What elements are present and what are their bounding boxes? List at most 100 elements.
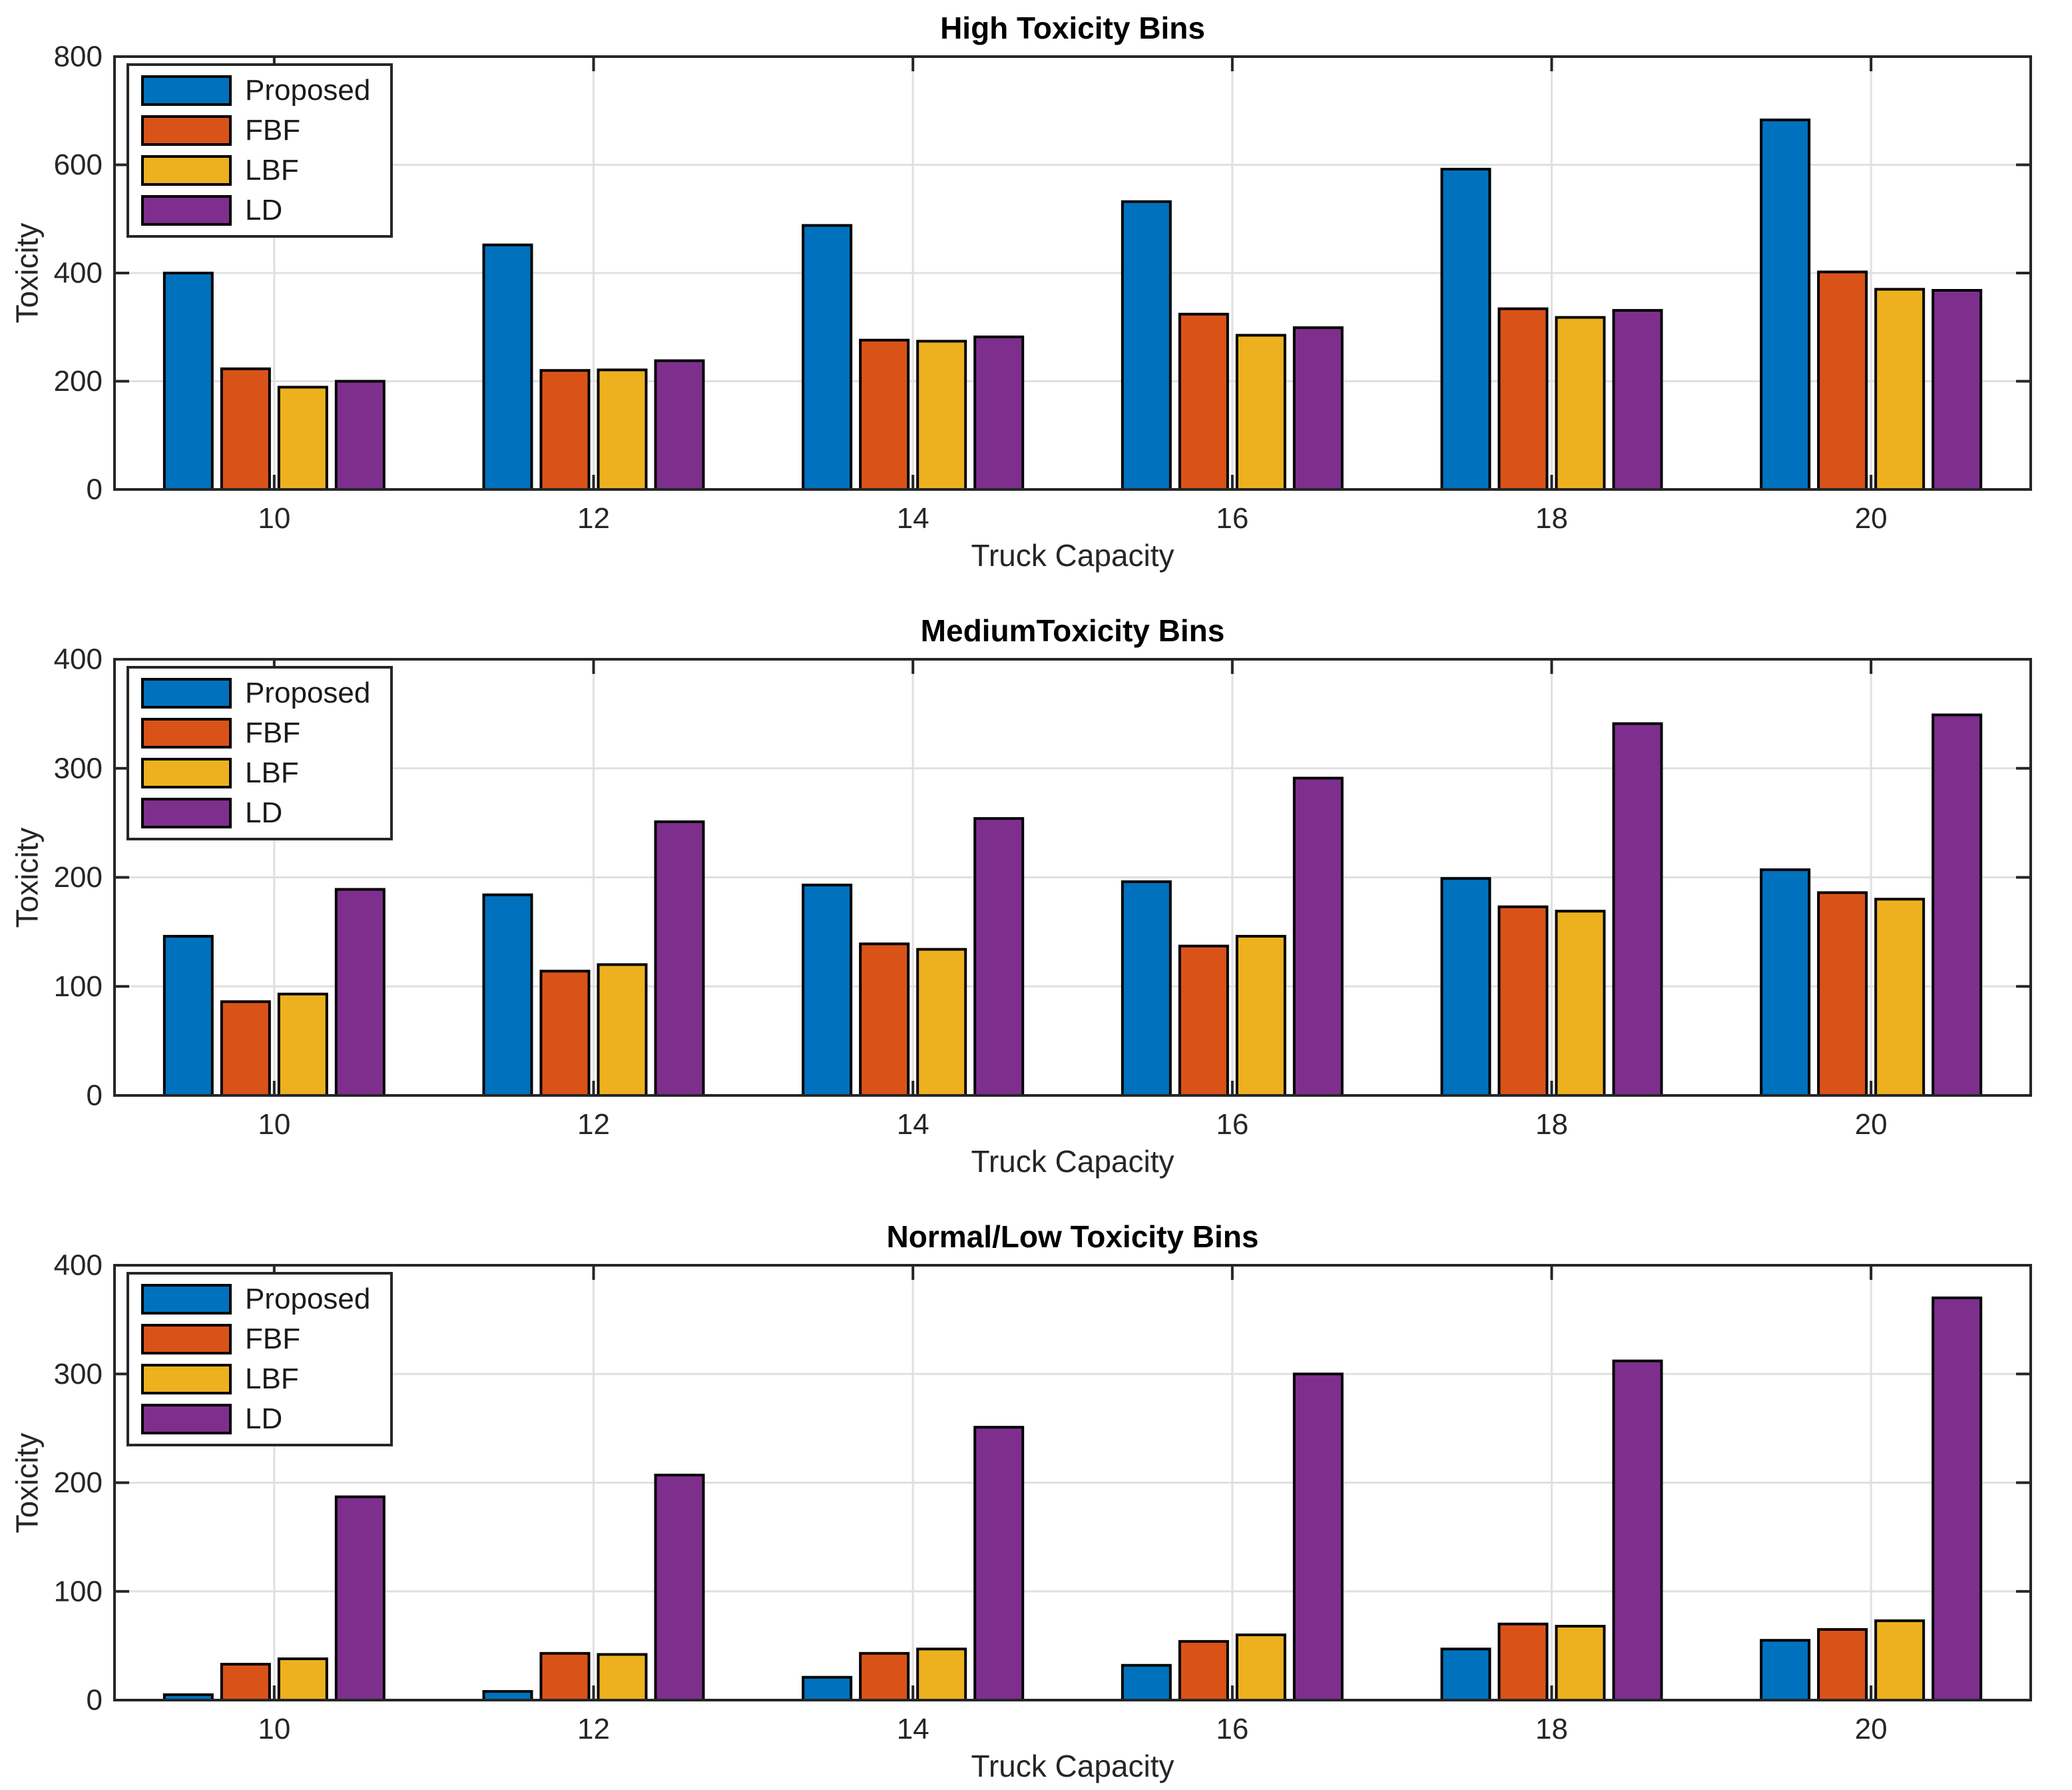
bar-fbf-18 <box>1497 905 1549 1097</box>
x-tick-label: 16 <box>1216 1713 1248 1745</box>
bar-fbf-12 <box>539 369 591 491</box>
legend-swatch-lbf <box>141 155 232 186</box>
x-tick-label: 14 <box>897 502 929 535</box>
bar-lbf-12 <box>597 368 648 491</box>
legend-item-lbf: LBF <box>141 758 370 788</box>
y-tick-label: 800 <box>54 41 103 73</box>
bar-lbf-16 <box>1235 934 1286 1097</box>
legend-label: LD <box>245 796 283 829</box>
bar-fbf-16 <box>1178 1640 1229 1701</box>
bar-lbf-12 <box>597 1653 648 1701</box>
legend-item-fbf: FBF <box>141 1324 370 1354</box>
bar-proposed-14 <box>802 1675 853 1702</box>
bar-ld-20 <box>1932 713 1983 1097</box>
bar-fbf-18 <box>1497 1622 1549 1701</box>
bar-ld-18 <box>1612 309 1663 491</box>
y-tick-label: 400 <box>54 643 103 676</box>
x-axis-label: Truck Capacity <box>971 1749 1174 1783</box>
bar-ld-12 <box>654 359 705 491</box>
subplot-medium-toxicity: MediumToxicity Bins Toxicity 0 100 200 300 4… <box>0 597 2072 1193</box>
legend-swatch-lbf <box>141 1364 232 1394</box>
x-tick-label: 12 <box>577 1108 610 1141</box>
chart-title: High Toxicity Bins <box>940 11 1205 45</box>
legend-item-lbf: LBF <box>141 1364 370 1394</box>
bar-proposed-10 <box>162 272 214 491</box>
y-tick-label: 600 <box>54 149 103 181</box>
bar-ld-16 <box>1292 776 1344 1097</box>
legend-item-proposed: Proposed <box>141 678 370 709</box>
x-tick-label: 18 <box>1535 502 1568 535</box>
bar-proposed-10 <box>162 934 214 1097</box>
bar-ld-10 <box>334 1495 386 1701</box>
bar-proposed-18 <box>1440 168 1491 491</box>
legend-item-fbf: FBF <box>141 115 370 146</box>
bar-proposed-18 <box>1440 1647 1491 1702</box>
bar-proposed-16 <box>1121 880 1172 1097</box>
bar-fbf-12 <box>539 970 591 1097</box>
legend-item-ld: LD <box>141 195 370 226</box>
bar-lbf-20 <box>1874 288 1926 491</box>
x-tick-label: 14 <box>897 1108 929 1141</box>
subplot-high-toxicity: High Toxicity Bins Toxicity 0 200 400 600 80… <box>0 0 2072 597</box>
y-tick-label: 0 <box>87 473 103 506</box>
legend-swatch-ld <box>141 1404 232 1434</box>
bar-ld-16 <box>1292 1372 1344 1701</box>
legend-label: LD <box>245 1402 283 1435</box>
bar-lbf-10 <box>277 1657 328 1702</box>
legend-label: FBF <box>245 114 301 147</box>
bar-fbf-20 <box>1817 270 1868 491</box>
legend-swatch-proposed <box>141 75 232 106</box>
x-axis-label: Truck Capacity <box>971 538 1174 573</box>
legend-swatch-ld <box>141 195 232 226</box>
x-tick-label: 18 <box>1535 1108 1568 1141</box>
legend-label: Proposed <box>245 1283 371 1315</box>
bar-fbf-14 <box>859 1651 910 1701</box>
legend-swatch-fbf <box>141 115 232 146</box>
bar-proposed-16 <box>1121 200 1172 491</box>
legend-item-fbf: FBF <box>141 718 370 748</box>
bar-ld-14 <box>973 817 1025 1097</box>
bar-ld-12 <box>654 1474 705 1701</box>
legend-label: LBF <box>245 154 299 186</box>
legend-item-ld: LD <box>141 1404 370 1434</box>
subplot-normal-low-toxicity: Normal/Low Toxicity Bins Toxicity 0 100 20… <box>0 1193 2072 1790</box>
bar-ld-20 <box>1932 1296 1983 1702</box>
legend-swatch-fbf <box>141 1324 232 1354</box>
y-tick-label: 100 <box>54 970 103 1003</box>
x-tick-label: 18 <box>1535 1713 1568 1745</box>
y-tick-label: 100 <box>54 1575 103 1608</box>
y-tick-label: 300 <box>54 752 103 784</box>
x-axis-label: Truck Capacity <box>971 1144 1174 1179</box>
bar-lbf-16 <box>1235 1634 1286 1701</box>
y-tick-label: 200 <box>54 365 103 398</box>
bar-fbf-20 <box>1817 891 1868 1097</box>
bar-proposed-14 <box>802 883 853 1097</box>
bar-lbf-10 <box>277 992 328 1097</box>
x-tick-label: 16 <box>1216 502 1248 535</box>
x-tick-label: 20 <box>1855 1108 1888 1141</box>
bar-proposed-20 <box>1760 868 1811 1097</box>
x-tick-label: 20 <box>1855 502 1888 535</box>
y-tick-label: 0 <box>87 1079 103 1112</box>
bar-lbf-16 <box>1235 334 1286 491</box>
y-tick-label: 0 <box>87 1684 103 1717</box>
bar-fbf-10 <box>220 1663 271 1702</box>
bar-proposed-20 <box>1760 1639 1811 1702</box>
x-tick-label: 12 <box>577 502 610 535</box>
bar-ld-16 <box>1292 326 1344 491</box>
bar-ld-10 <box>334 888 386 1097</box>
legend-label: FBF <box>245 1323 301 1355</box>
y-tick-label: 400 <box>54 1249 103 1282</box>
bar-fbf-18 <box>1497 307 1549 491</box>
bar-ld-14 <box>973 1426 1025 1701</box>
legend-swatch-proposed <box>141 1284 232 1315</box>
bar-lbf-18 <box>1555 910 1606 1097</box>
bar-lbf-10 <box>277 386 328 491</box>
bar-proposed-14 <box>802 224 853 491</box>
y-tick-label: 400 <box>54 257 103 290</box>
bar-fbf-10 <box>220 1000 271 1097</box>
legend-swatch-ld <box>141 798 232 828</box>
legend-label: Proposed <box>245 74 371 107</box>
bar-fbf-12 <box>539 1651 591 1701</box>
plot-area-medium: 0 100 200 300 400 10 12 14 16 18 20 <box>54 643 2032 1141</box>
